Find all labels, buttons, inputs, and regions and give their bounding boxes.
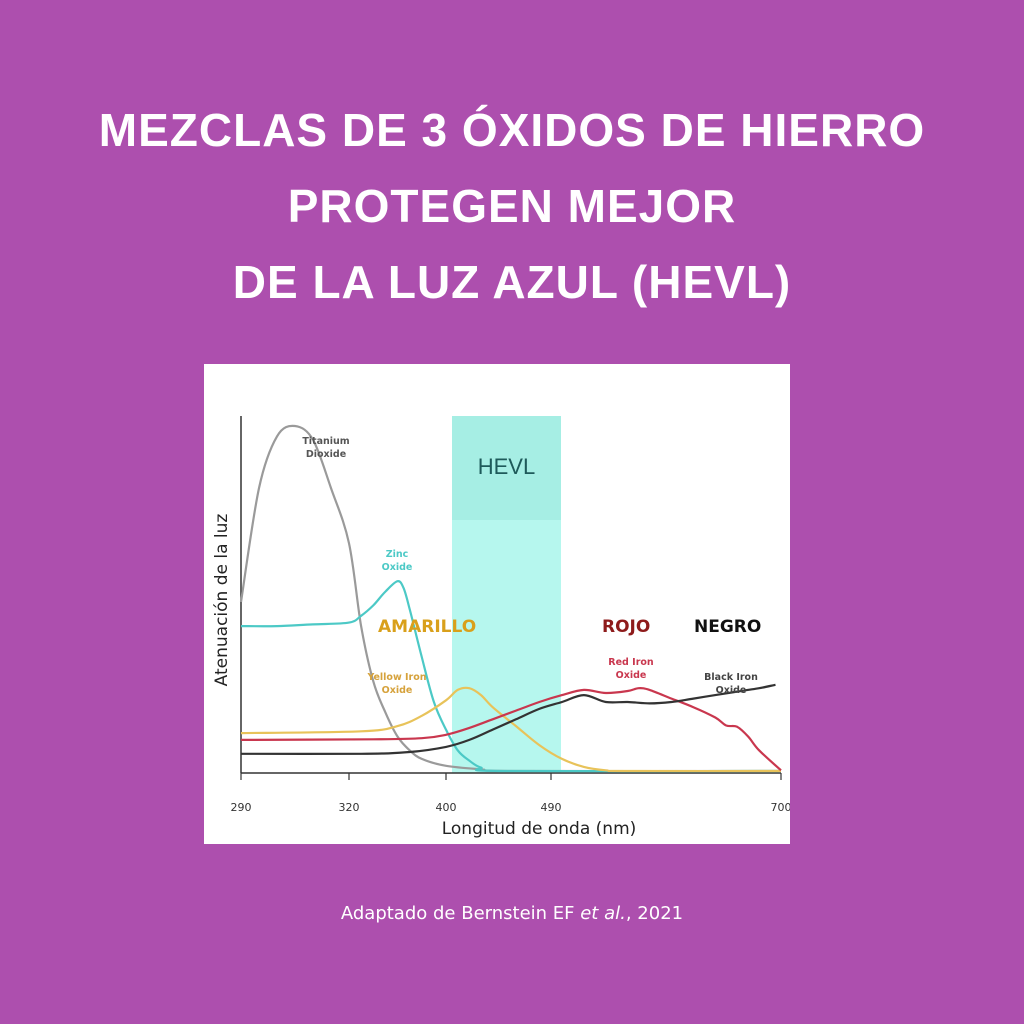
title-line-3: de la luz azul (HEVL) xyxy=(232,256,792,308)
title-line-2: protegen mejor xyxy=(287,180,737,232)
series-label-red-iron-oxide: Red Iron Oxide xyxy=(608,657,654,681)
annotation-rojo: ROJO xyxy=(602,617,650,637)
chart-card: HEVL 290 320 400 490 700 Titanium Dioxide Zinc… xyxy=(204,364,790,844)
annotation-negro: NEGRO xyxy=(694,617,761,637)
title-line-1: Mezclas de 3 óxidos de hierro xyxy=(98,104,926,156)
x-tick-label: 320 xyxy=(339,801,360,814)
series-label-yellow-iron-oxide: Yellow Iron Oxide xyxy=(366,672,426,696)
y-axis-label: Atenuación de la luz xyxy=(212,514,232,687)
attenuation-chart: HEVL 290 320 400 490 700 Titanium Dioxide Zinc… xyxy=(212,416,791,839)
hevl-band-label-area xyxy=(452,416,561,520)
series-line-red-iron-oxide xyxy=(240,687,782,772)
x-tick-label: 490 xyxy=(541,801,562,814)
x-tick-label: 700 xyxy=(771,801,791,814)
page-title: Mezclas de 3 óxidos de hierro protegen m… xyxy=(0,92,1024,320)
credit-italic: et al. xyxy=(580,903,626,924)
series-label-black-iron-oxide: Black Iron Oxide xyxy=(704,672,758,696)
hevl-band-label: HEVL xyxy=(478,454,535,479)
credit-prefix: Adaptado de Bernstein EF xyxy=(340,903,581,924)
series-line-zinc-oxide xyxy=(240,580,782,773)
series-lines xyxy=(239,424,782,773)
series-line-black-iron-oxide xyxy=(240,683,776,755)
x-axis-label: Longitud de onda (nm) xyxy=(442,819,637,839)
series-label-zinc-oxide: Zinc Oxide xyxy=(382,549,413,573)
series-line-yellow-iron-oxide xyxy=(240,686,782,773)
source-credit: Adaptado de Bernstein EF et al., 2021 xyxy=(0,903,1024,924)
x-ticks: 290 320 400 490 700 xyxy=(231,773,791,814)
x-tick-label: 290 xyxy=(231,801,252,814)
series-label-titanium-dioxide: Titanium Dioxide xyxy=(302,436,349,460)
annotation-amarillo: AMARILLO xyxy=(378,617,476,637)
credit-suffix: , 2021 xyxy=(625,903,684,924)
x-tick-label: 400 xyxy=(436,801,457,814)
series-labels: Titanium Dioxide Zinc Oxide Yellow Iron Oxide… xyxy=(302,436,758,696)
